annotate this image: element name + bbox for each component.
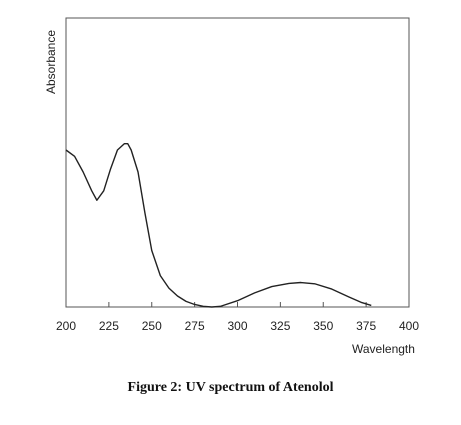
x-tick-label-325: 325 bbox=[270, 319, 290, 333]
x-tick-label-400: 400 bbox=[399, 319, 419, 333]
x-tick-label-350: 350 bbox=[313, 319, 333, 333]
x-tick-label-200: 200 bbox=[56, 319, 76, 333]
uv-spectrum-chart: 200 225 250 275 300 325 350 375 400 Wavelength A… bbox=[44, 17, 419, 356]
x-tick-label-275: 275 bbox=[185, 319, 205, 333]
x-tick-label-375: 375 bbox=[356, 319, 376, 333]
x-tick-label-300: 300 bbox=[227, 319, 247, 333]
x-tick-labels: 200 225 250 275 300 325 350 375 400 bbox=[56, 319, 419, 333]
x-ticks bbox=[65, 302, 410, 307]
figure-caption: Figure 2: UV spectrum of Atenolol bbox=[127, 380, 334, 395]
x-axis-title: Wavelength bbox=[352, 342, 415, 356]
y-axis-title: Absorbance bbox=[44, 30, 58, 94]
x-tick-label-225: 225 bbox=[99, 319, 119, 333]
x-tick-label-250: 250 bbox=[142, 319, 162, 333]
plot-frame bbox=[65, 17, 410, 308]
series-line-absorbance bbox=[65, 143, 372, 308]
